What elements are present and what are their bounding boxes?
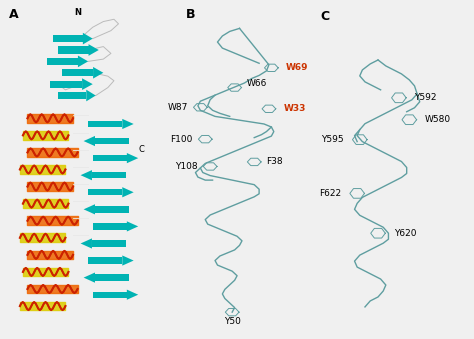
Polygon shape [50,80,82,88]
Polygon shape [93,223,127,230]
Text: A: A [9,8,19,21]
Text: F100: F100 [171,135,193,144]
Polygon shape [93,292,127,298]
Polygon shape [95,275,129,281]
Text: W580: W580 [425,115,451,124]
Polygon shape [81,170,92,180]
Polygon shape [127,221,138,232]
Polygon shape [63,69,93,76]
Polygon shape [93,67,103,79]
Polygon shape [92,172,126,178]
Polygon shape [95,138,129,144]
Polygon shape [47,58,78,65]
Polygon shape [82,78,93,90]
Text: F622: F622 [319,189,341,198]
Polygon shape [83,204,95,215]
Polygon shape [53,35,83,42]
Polygon shape [78,56,88,67]
Text: W33: W33 [283,104,306,113]
Polygon shape [88,189,122,196]
Polygon shape [92,240,126,247]
Text: Y108: Y108 [175,162,198,171]
Text: B: B [186,8,195,21]
Polygon shape [122,187,134,197]
Text: Y592: Y592 [414,93,437,102]
Polygon shape [127,290,138,300]
Polygon shape [83,273,95,283]
Text: W69: W69 [286,63,309,72]
Text: N: N [74,8,81,17]
Polygon shape [81,238,92,248]
Text: F38: F38 [266,157,283,166]
Polygon shape [93,155,127,161]
Polygon shape [83,136,95,146]
Polygon shape [95,206,129,213]
Text: Y620: Y620 [393,229,416,238]
Polygon shape [88,257,122,264]
Polygon shape [58,46,89,54]
Polygon shape [88,121,122,127]
Polygon shape [122,119,134,129]
Text: C: C [138,145,144,155]
Polygon shape [127,153,138,163]
Polygon shape [83,33,93,44]
Text: W66: W66 [247,79,267,87]
Text: Y50: Y50 [224,317,241,326]
Polygon shape [89,44,99,56]
Text: Y595: Y595 [321,135,344,144]
Polygon shape [122,256,134,266]
Polygon shape [58,92,86,99]
Polygon shape [86,90,96,101]
Text: W87: W87 [168,103,188,112]
Text: C: C [321,10,330,23]
